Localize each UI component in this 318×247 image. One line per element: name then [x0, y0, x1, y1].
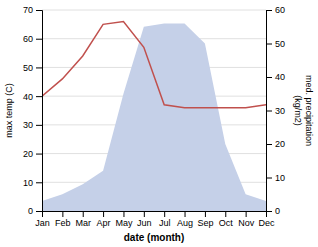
tick-label: Apr [97, 218, 111, 228]
tick: 30 [23, 120, 42, 130]
tick-mark [266, 77, 272, 78]
tick-mark [103, 211, 104, 217]
tick: Mar [75, 211, 91, 228]
tick: Nov [238, 211, 255, 228]
tick-mark [36, 39, 42, 40]
tick-mark [62, 211, 63, 217]
tick: May [115, 211, 133, 228]
tick-label: 50 [23, 63, 33, 73]
tick: Oct [219, 211, 234, 228]
tick-label: 60 [275, 5, 285, 15]
tick: 50 [266, 39, 285, 49]
tick: 20 [23, 149, 42, 159]
axis-line [36, 11, 43, 212]
tick-label: Mar [75, 218, 91, 228]
tick: 0 [266, 206, 280, 216]
tick-label: Jul [159, 218, 171, 228]
tick-mark [225, 211, 226, 217]
tick-mark [83, 211, 84, 217]
plot: JanFebMarAprMayJunJulAugSepOctNovDec0102… [4, 5, 314, 243]
tick: Jul [159, 211, 171, 228]
tick: Jun [137, 211, 152, 228]
tick-mark [266, 211, 272, 212]
line [42, 21, 266, 107]
x-axis: Jan Feb Mar Apr May Jun Jul Aug Sep Oct NovDec [35, 211, 275, 228]
tick-label: Feb [55, 218, 71, 228]
tick-mark [36, 10, 42, 11]
tick-label: 10 [275, 173, 285, 183]
marks [42, 21, 266, 211]
axis-line [43, 212, 267, 218]
tick-label: 20 [275, 139, 285, 149]
tick-mark [36, 182, 42, 183]
tick: Apr [97, 211, 111, 228]
x-axis-title: date (month) [124, 232, 185, 243]
tick-mark [123, 211, 124, 217]
tick-mark [266, 44, 272, 45]
y2-axis: 0 10 20 30 40 50 60 [266, 5, 285, 216]
tick: 50 [23, 63, 42, 73]
tick-mark [164, 211, 165, 217]
tick-mark [266, 178, 272, 179]
tick-label: 40 [23, 92, 33, 102]
area [42, 23, 266, 211]
tick-label: Jun [137, 218, 152, 228]
tick-label: 30 [23, 120, 33, 130]
tick: 70 [23, 5, 42, 15]
tick-mark [36, 96, 42, 97]
tick-label: Nov [238, 218, 255, 228]
chart: JanFebMarAprMayJunJulAugSepOctNovDec0102… [0, 0, 318, 247]
tick: Sep [197, 211, 213, 228]
tick: Feb [55, 211, 71, 228]
tick: Aug [177, 211, 193, 228]
grid-line [42, 10, 266, 11]
y-axis: 0 10 20 30 40 50 60 70 [23, 5, 43, 216]
tick-mark [246, 211, 247, 217]
y2-axis-title-line: med. precipitation [304, 75, 314, 146]
tick-mark [36, 211, 42, 212]
tick: 20 [266, 139, 285, 149]
tick: Dec [258, 211, 275, 228]
tick: 40 [23, 92, 42, 102]
tick-mark [36, 125, 42, 126]
grid [42, 10, 266, 211]
tick-label: 0 [28, 206, 33, 216]
tick-mark [36, 154, 42, 155]
tick: 0 [28, 206, 42, 216]
tick: 60 [23, 34, 42, 44]
tick-label: 60 [23, 34, 33, 44]
tick-mark [266, 111, 272, 112]
tick-label: Aug [177, 218, 193, 228]
tick-mark [185, 211, 186, 217]
y-axis-title: max temp (C) [4, 83, 14, 138]
tick: 30 [266, 106, 285, 116]
tick-label: 50 [275, 39, 285, 49]
tick-label: Dec [258, 218, 275, 228]
y2-axis-title: med. precipitation(kg/m2) [293, 75, 314, 146]
tick: 10 [266, 173, 285, 183]
tick-label: 20 [23, 149, 33, 159]
tick: Jan [35, 211, 50, 228]
tick-label: Sep [197, 218, 213, 228]
tick-label: 0 [275, 206, 280, 216]
tick-label: 10 [23, 178, 33, 188]
tick-mark [205, 211, 206, 217]
y2-axis-title-line: (kg/m2) [293, 95, 303, 126]
tick-label: 30 [275, 106, 285, 116]
tick: 10 [23, 178, 42, 188]
tick-label: May [115, 218, 133, 228]
tick-label: Jan [35, 218, 50, 228]
tick: 60 [266, 5, 285, 15]
tick-mark [36, 67, 42, 68]
tick: 40 [266, 72, 285, 82]
tick-mark [266, 144, 272, 145]
axis-line [267, 11, 273, 212]
tick-label: Oct [219, 218, 234, 228]
tick-mark [144, 211, 145, 217]
tick-mark [266, 10, 272, 11]
tick-label: 40 [275, 72, 285, 82]
tick-label: 70 [23, 5, 33, 15]
